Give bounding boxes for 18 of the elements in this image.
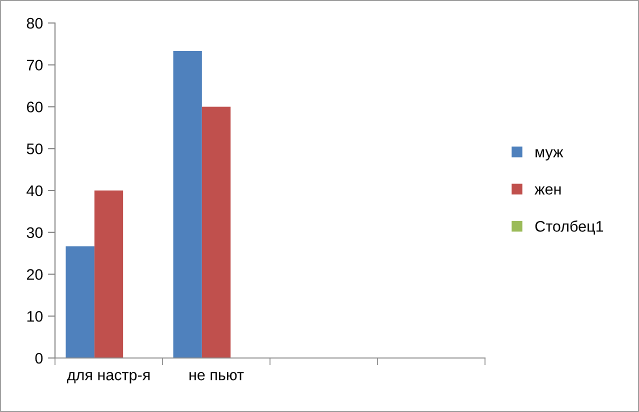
legend-label: муж xyxy=(536,149,564,160)
legend-label: жен xyxy=(534,186,561,195)
y-tick-label: 80 xyxy=(26,18,43,29)
y-tick-label: 30 xyxy=(26,227,43,238)
y-tick-label: 0 xyxy=(35,352,43,364)
x-tick-label: не пьют xyxy=(190,372,244,380)
y-tick-label: 60 xyxy=(26,102,43,112)
bar xyxy=(66,246,94,358)
x-tick-label: для настр-я xyxy=(67,372,150,384)
y-tick-label: 70 xyxy=(26,60,43,71)
bar xyxy=(202,106,231,358)
bar xyxy=(173,51,202,358)
y-tick-label: 50 xyxy=(26,143,43,154)
legend-label: Столбец1 xyxy=(535,220,604,235)
bar xyxy=(94,190,124,358)
y-tick-label: 10 xyxy=(27,310,43,322)
y-tick-label: 40 xyxy=(26,185,43,196)
y-tick-label: 20 xyxy=(26,269,43,280)
